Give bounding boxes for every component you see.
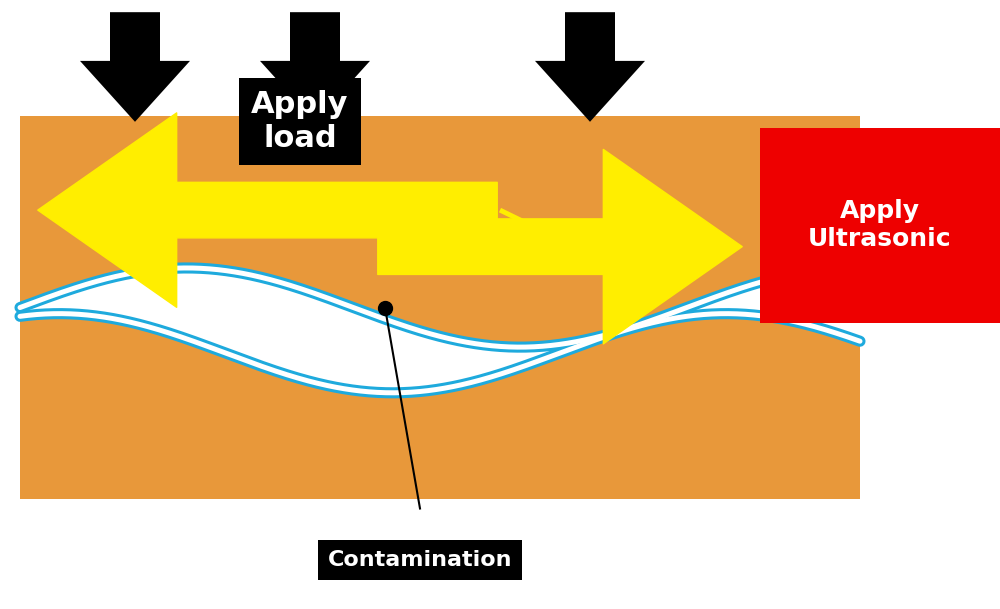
Polygon shape [260,12,370,122]
Text: Apply
Ultrasonic: Apply Ultrasonic [808,199,952,252]
Bar [20,116,860,499]
Polygon shape [80,12,190,122]
Text: Contamination: Contamination [328,551,512,570]
Bar [760,128,1000,323]
Polygon shape [535,12,645,122]
Text: Apply
load: Apply load [251,91,349,153]
Polygon shape [20,268,860,393]
